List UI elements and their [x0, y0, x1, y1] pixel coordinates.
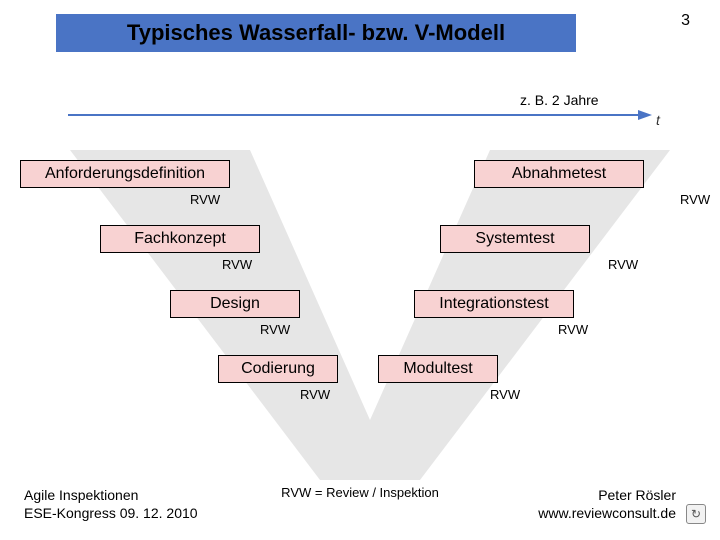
- timeline-axis-label: t: [656, 112, 660, 128]
- phase-box-right-3: Modultest: [378, 355, 498, 383]
- phase-box-right-1: Systemtest: [440, 225, 590, 253]
- phase-box-left-2: Design: [170, 290, 300, 318]
- rvw-label-left-3: RVW: [300, 387, 330, 402]
- rvw-label-right-3: RVW: [490, 387, 520, 402]
- refresh-icon: ↻: [686, 504, 706, 524]
- page-number: 3: [681, 12, 690, 30]
- footer-left: Agile Inspektionen ESE-Kongress 09. 12. …: [24, 487, 198, 522]
- timeline-label: z. B. 2 Jahre: [520, 92, 599, 108]
- phase-box-left-1: Fachkonzept: [100, 225, 260, 253]
- phase-box-left-3: Codierung: [218, 355, 338, 383]
- v-model-background: [10, 150, 710, 480]
- footer-left-line1: Agile Inspektionen: [24, 487, 198, 505]
- slide: { "page_number": "3", "title": "Typische…: [0, 0, 720, 540]
- footer-left-line2: ESE-Kongress 09. 12. 2010: [24, 505, 198, 523]
- footer-right-line2: www.reviewconsult.de: [538, 505, 676, 523]
- timeline-arrow-icon: [638, 110, 652, 120]
- timeline-line: [68, 114, 638, 116]
- rvw-label-right-2: RVW: [558, 322, 588, 337]
- rvw-label-right-0: RVW: [680, 192, 710, 207]
- rvw-label-left-0: RVW: [190, 192, 220, 207]
- footer-right: Peter Rösler www.reviewconsult.de: [538, 487, 676, 522]
- phase-box-left-0: Anforderungsdefinition: [20, 160, 230, 188]
- rvw-label-left-1: RVW: [222, 257, 252, 272]
- rvw-label-right-1: RVW: [608, 257, 638, 272]
- phase-box-right-2: Integrationstest: [414, 290, 574, 318]
- rvw-label-left-2: RVW: [260, 322, 290, 337]
- footer-right-line1: Peter Rösler: [538, 487, 676, 505]
- slide-title: Typisches Wasserfall- bzw. V-Modell: [56, 14, 576, 52]
- phase-box-right-0: Abnahmetest: [474, 160, 644, 188]
